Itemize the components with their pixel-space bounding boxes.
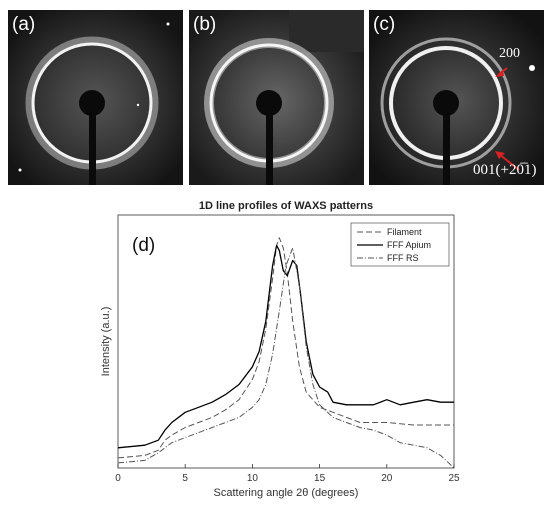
annotation-200: 200 [499,46,520,61]
chart-title: 1D line profiles of WAXS patterns [199,200,373,212]
waxs-ring-image-b [189,10,364,185]
waxs-pattern-b: (b) [189,10,364,185]
x-tick-label: 15 [314,473,326,484]
waxs-ring-image-c [369,10,544,185]
waxs-line-profile-chart: 1D line profiles of WAXS patterns (d) 0 5 10… [95,195,475,513]
waxs-pattern-c: (c) 200 001(+20̅1) [369,10,544,185]
legend-entry-3: FFF RS [387,253,419,263]
annotation-001: 001(+20̅1) [473,162,537,178]
x-tick-label: 5 [182,473,188,484]
x-tick-label: 20 [381,473,393,484]
panel-label-a: (a) [12,14,36,35]
legend-entry-1: Filament [387,227,422,237]
panel-label-d: (d) [132,235,155,256]
x-axis-label: Scattering angle 2θ (degrees) [214,487,359,499]
x-tick-label: 10 [247,473,259,484]
series-line-3 [117,247,455,469]
waxs-ring-image-a [8,10,183,185]
chart-svg: 1D line profiles of WAXS patterns (d) 0 5 10… [100,200,460,499]
x-tick-label: 25 [448,473,460,484]
panel-label-b: (b) [193,14,217,35]
y-axis-label: Intensity (a.u.) [100,307,112,377]
x-tick-label: 0 [115,473,121,484]
legend-entry-2: FFF Apium [387,240,431,250]
series-line-2 [117,244,454,449]
panel-label-c: (c) [373,14,396,35]
waxs-pattern-a: (a) [8,10,183,185]
